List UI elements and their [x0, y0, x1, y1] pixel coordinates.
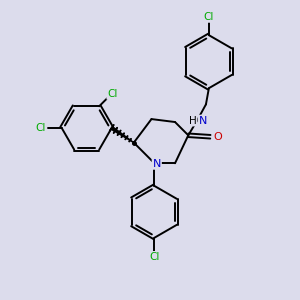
- Text: Cl: Cl: [107, 89, 118, 99]
- Text: N: N: [199, 116, 207, 126]
- Text: H: H: [189, 116, 196, 126]
- Polygon shape: [111, 127, 134, 142]
- Text: Cl: Cl: [35, 123, 46, 133]
- Text: Cl: Cl: [204, 12, 214, 22]
- Text: N: N: [153, 159, 161, 169]
- Text: O: O: [213, 132, 222, 142]
- Text: Cl: Cl: [149, 252, 160, 262]
